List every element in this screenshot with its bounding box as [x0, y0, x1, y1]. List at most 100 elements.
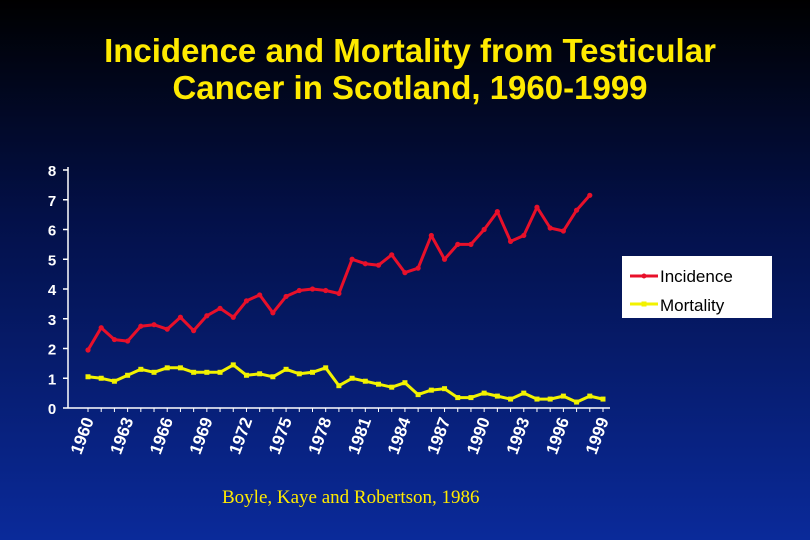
x-tick-label: 1969: [186, 415, 217, 457]
incidence-point: [243, 298, 250, 304]
incidence-point: [164, 326, 170, 332]
mortality-point: [230, 362, 236, 368]
incidence-point: [270, 310, 276, 316]
incidence-point: [283, 293, 289, 300]
mortality-point: [243, 372, 249, 378]
incidence-point: [534, 204, 540, 210]
mortality-point: [283, 366, 289, 372]
x-tick-label: 1981: [344, 415, 375, 457]
chart-axes: 0 1 2 3 4 5 6 7 8 1960 1963 1966 1969 1972 1975 1978 198…: [48, 163, 613, 457]
mortality-point: [85, 374, 91, 380]
legend-box: [622, 256, 772, 318]
incidence-point: [85, 347, 91, 353]
mortality-point: [177, 365, 183, 371]
y-tick-label: 7: [48, 193, 56, 210]
incidence-point: [389, 252, 395, 258]
y-tick-label: 3: [48, 312, 56, 329]
mortality-point: [534, 396, 540, 402]
mortality-point: [204, 369, 210, 375]
mortality-point: [428, 387, 434, 393]
incidence-point: [138, 323, 144, 329]
mortality-point: [138, 366, 144, 372]
incidence-point: [494, 209, 500, 215]
x-tick-label: 1999: [582, 415, 613, 457]
mortality-point: [98, 375, 104, 381]
incidence-point: [587, 192, 593, 198]
y-tick-label: 6: [48, 223, 56, 240]
mortality-point: [547, 396, 553, 402]
incidence-point: [415, 265, 421, 271]
chart-series-layer: [85, 192, 606, 405]
mortality-point: [402, 380, 408, 386]
mortality-point: [164, 365, 170, 371]
slide-title: Incidence and Mortality from Testicular …: [0, 32, 810, 106]
mortality-point: [336, 383, 342, 389]
mortality-point: [442, 386, 448, 392]
title-line-2: Cancer in Scotland, 1960-1999: [172, 69, 648, 106]
mortality-point: [389, 384, 395, 390]
mortality-point: [481, 390, 487, 396]
y-tick-label: 4: [48, 282, 57, 299]
mortality-point: [600, 396, 606, 402]
mortality-point: [508, 396, 514, 402]
incidence-point: [151, 322, 157, 328]
mortality-point: [560, 393, 566, 399]
legend-mortality-label: Mortality: [660, 296, 725, 315]
mortality-point: [111, 378, 117, 384]
x-tick-label: 1993: [503, 415, 534, 457]
mortality-point: [468, 395, 474, 401]
mortality-point: [494, 393, 500, 399]
chart-legend: Incidence Mortality: [622, 256, 772, 318]
mortality-point: [296, 371, 302, 377]
incidence-point: [257, 292, 263, 298]
incidence-point: [547, 225, 553, 231]
mortality-point: [125, 372, 131, 378]
incidence-point: [362, 261, 368, 267]
legend-incidence-label: Incidence: [660, 267, 733, 286]
incidence-point: [204, 313, 210, 319]
mortality-point: [349, 375, 355, 381]
mortality-point: [191, 369, 197, 375]
x-tick-label: 1987: [424, 415, 455, 457]
incidence-point: [217, 305, 223, 311]
x-tick-label: 1984: [384, 414, 415, 457]
y-tick-label: 0: [48, 401, 56, 418]
mortality-point: [587, 393, 593, 399]
series-line-incidence: [86, 194, 591, 351]
x-tick-label: 1960: [67, 415, 98, 457]
incidence-point: [177, 314, 184, 320]
y-tick-label: 5: [48, 252, 56, 269]
incidence-point: [573, 207, 580, 213]
mortality-point: [309, 369, 315, 375]
mortality-point: [376, 381, 382, 387]
incidence-point: [402, 270, 408, 276]
incidence-point: [336, 290, 342, 297]
incidence-point: [481, 226, 487, 233]
incidence-point: [349, 256, 355, 262]
incidence-point: [98, 325, 104, 331]
citation: Boyle, Kaye and Robertson, 1986: [222, 487, 480, 508]
incidence-point: [560, 228, 566, 234]
x-tick-label: 1990: [463, 415, 494, 457]
y-tick-label: 1: [48, 371, 56, 388]
incidence-point: [191, 328, 197, 334]
legend-incidence-marker: [641, 273, 647, 279]
incidence-point: [323, 287, 329, 294]
mortality-point: [574, 399, 580, 405]
incidence-point: [455, 241, 461, 247]
x-tick-label: 1966: [146, 415, 177, 457]
mortality-point: [323, 365, 329, 371]
mortality-point: [521, 390, 527, 396]
legend-mortality-marker: [641, 301, 647, 307]
incidence-point: [428, 232, 434, 239]
incidence-point: [507, 238, 514, 244]
incidence-point: [111, 336, 118, 343]
mortality-point: [362, 378, 368, 384]
incidence-point: [125, 338, 131, 344]
x-tick-label: 1963: [107, 415, 138, 457]
incidence-point: [375, 262, 382, 268]
incidence-point: [230, 314, 236, 320]
incidence-point: [441, 256, 448, 262]
mortality-point: [217, 369, 223, 375]
